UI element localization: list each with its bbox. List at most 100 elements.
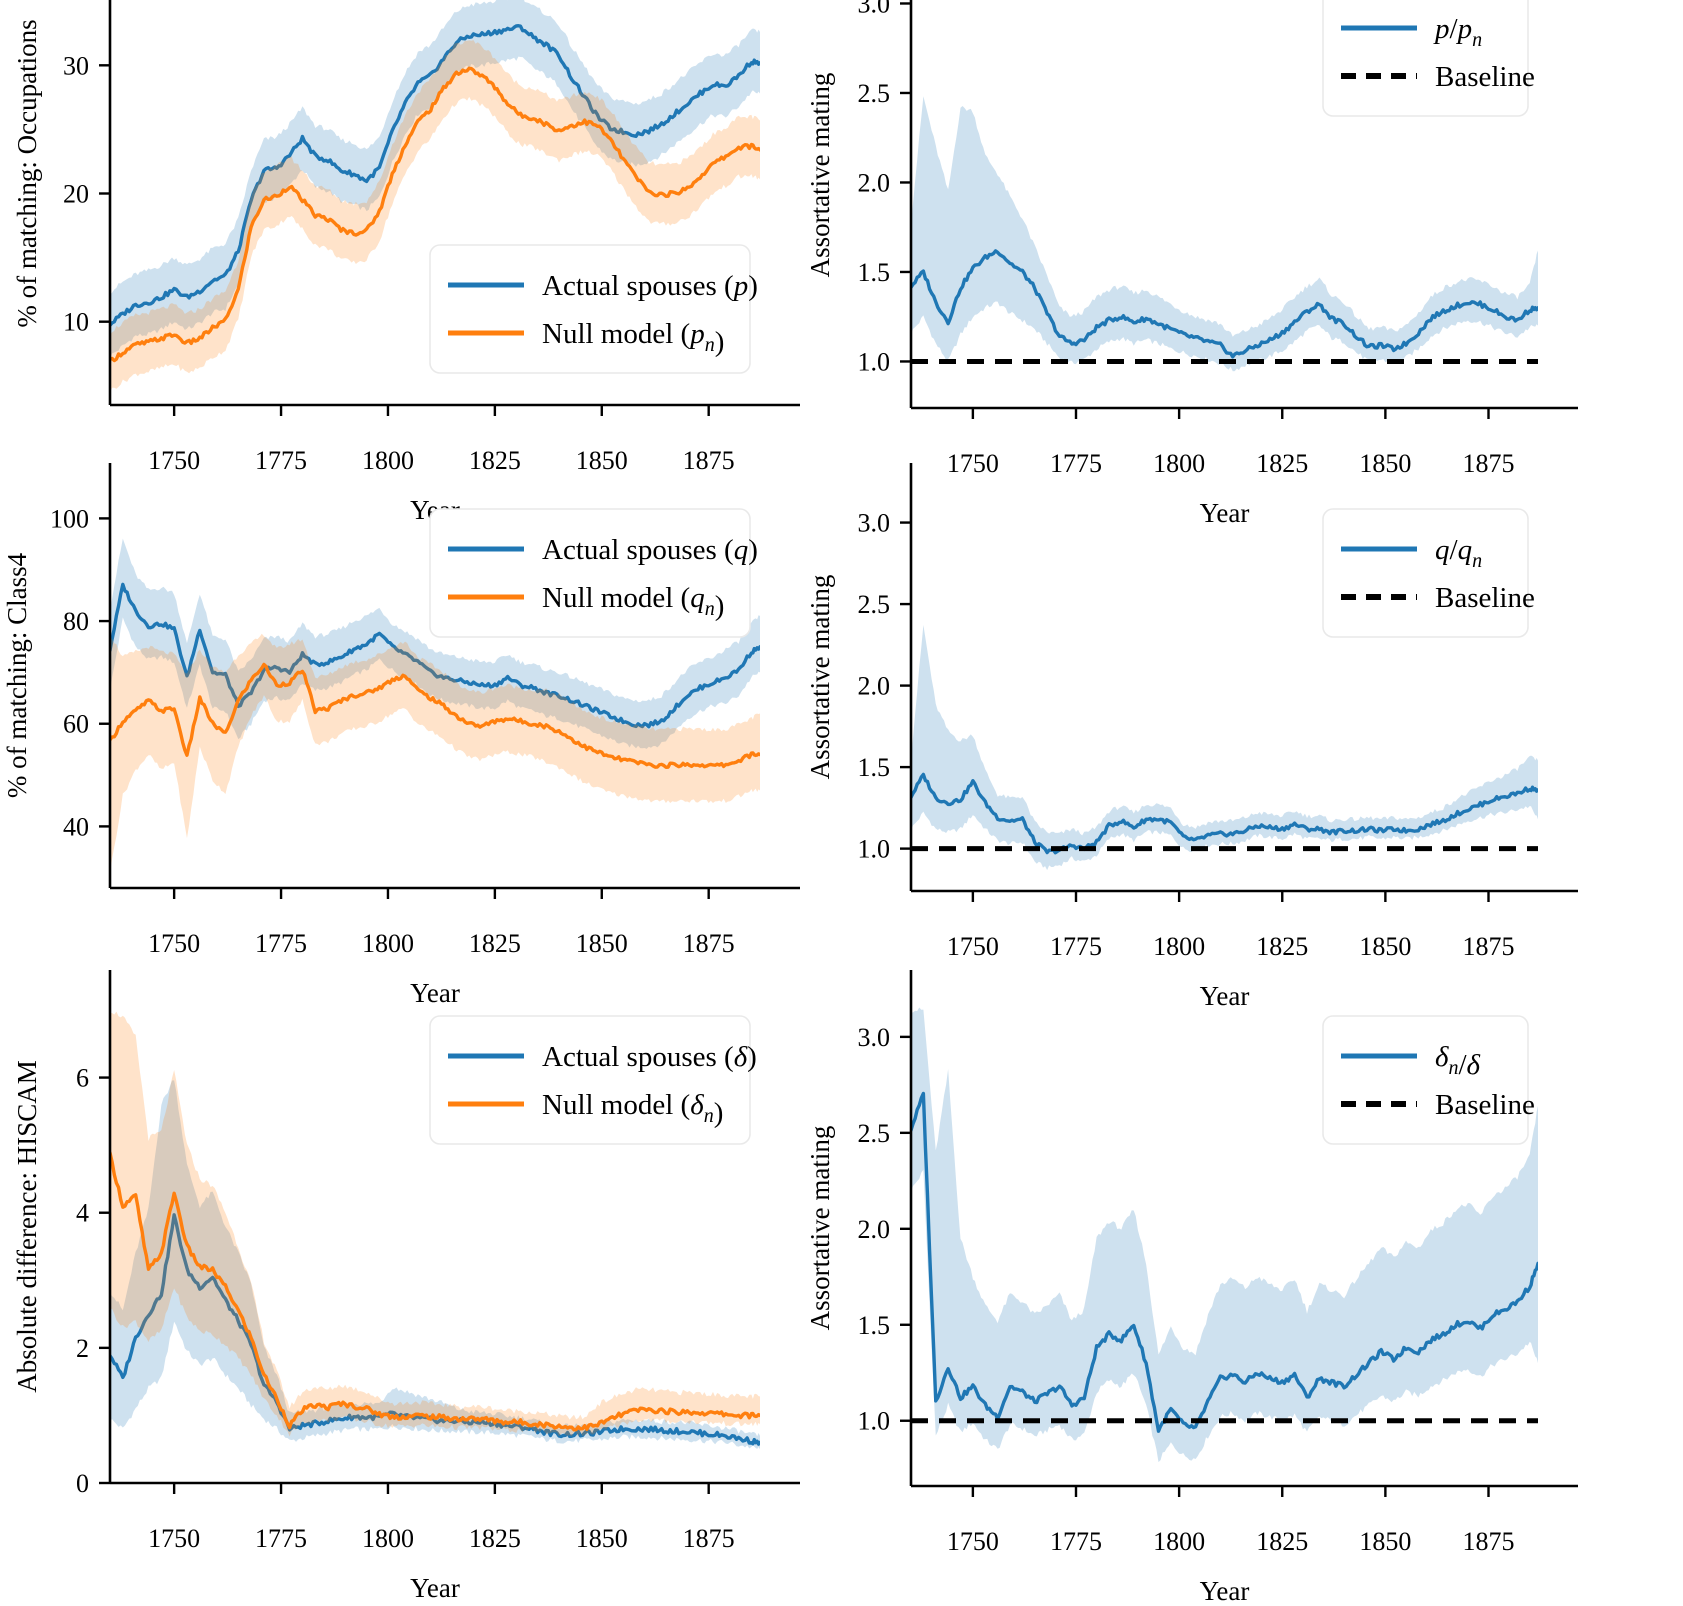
series-line-actual bbox=[110, 582, 760, 729]
x-tick-label: 1825 bbox=[1256, 932, 1308, 961]
legend-label: Null model (δn) bbox=[542, 1089, 723, 1129]
x-tick-label: 1750 bbox=[947, 1527, 999, 1556]
y-tick-label: 2.0 bbox=[858, 672, 891, 701]
x-tick-label: 1850 bbox=[576, 446, 628, 475]
x-tick-label: 1825 bbox=[1256, 449, 1308, 478]
legend-label: p/pn bbox=[1433, 13, 1482, 51]
x-tick-label: 1775 bbox=[1050, 1527, 1102, 1556]
x-tick-label: 1875 bbox=[1463, 1527, 1515, 1556]
y-tick-label: 1.0 bbox=[858, 835, 891, 864]
y-tick-label: 2.0 bbox=[858, 168, 891, 197]
series-line-null-model bbox=[110, 662, 760, 769]
x-tick-label: 1825 bbox=[469, 446, 521, 475]
y-tick-label: 2 bbox=[76, 1334, 89, 1363]
x-tick-label: 1850 bbox=[1359, 1527, 1411, 1556]
y-tick-label: 1.0 bbox=[858, 1407, 891, 1436]
x-tick-label: 1875 bbox=[683, 1524, 735, 1553]
y-tick-label: 1.0 bbox=[858, 347, 891, 376]
panel-hiscam-ratio: 1.0 1.5 2.0 2.5 3.0 1750 1775 1800 1825 1850 1875 Y… bbox=[761, 970, 1578, 1606]
x-tick-label: 1775 bbox=[255, 1524, 307, 1553]
y-axis-label: Assortative mating bbox=[805, 73, 835, 278]
y-tick-label: 2.5 bbox=[858, 590, 891, 619]
x-tick-label: 1800 bbox=[1153, 932, 1205, 961]
legend-label: Baseline bbox=[1435, 582, 1535, 614]
y-tick-label: 80 bbox=[63, 607, 89, 636]
series-line-actual bbox=[911, 1091, 1538, 1433]
x-tick-label: 1850 bbox=[576, 1524, 628, 1553]
legend: p/pn Baseline bbox=[1322, 0, 1535, 117]
confidence-band-actual bbox=[110, 538, 760, 749]
y-tick-label: 30 bbox=[63, 51, 89, 80]
x-tick-label: 1825 bbox=[469, 1524, 521, 1553]
series-line-actual bbox=[911, 772, 1538, 855]
confidence-band-actual bbox=[110, 1080, 760, 1450]
x-tick-label: 1775 bbox=[1050, 932, 1102, 961]
assortative-mating-figure: 102030175017751800182518501875Year% of m… bbox=[0, 0, 1578, 1606]
legend-label: Null model (pn) bbox=[542, 318, 724, 358]
y-tick-label: 2.5 bbox=[858, 79, 891, 108]
x-tick-label: 1825 bbox=[1256, 1527, 1308, 1556]
x-tick-label: 1750 bbox=[947, 932, 999, 961]
legend-box bbox=[429, 508, 751, 638]
y-axis-label: Assortative mating bbox=[805, 575, 835, 780]
legend-label: Actual spouses (q) bbox=[542, 534, 758, 566]
y-tick-label: 60 bbox=[63, 710, 89, 739]
y-axis-label: % of matching: Occupations bbox=[12, 19, 42, 327]
x-tick-label: 1875 bbox=[683, 446, 735, 475]
y-tick-label: 3.0 bbox=[858, 0, 891, 18]
legend-label: δn/δ bbox=[1435, 1041, 1481, 1081]
x-axis-label: Year bbox=[410, 978, 460, 1008]
y-tick-label: 3.0 bbox=[858, 1023, 891, 1052]
confidence-band-null-model bbox=[110, 1011, 760, 1437]
x-tick-label: 1850 bbox=[576, 929, 628, 958]
x-tick-label: 1850 bbox=[1359, 932, 1411, 961]
panel-occupations-levels: 102030175017751800182518501875Year% of m… bbox=[0, 0, 800, 525]
y-tick-label: 6 bbox=[76, 1064, 89, 1093]
legend-label: Actual spouses (p) bbox=[542, 270, 758, 302]
x-tick-label: 1875 bbox=[1463, 449, 1515, 478]
series-line-actual bbox=[110, 24, 760, 327]
series-line-null-model bbox=[110, 1151, 760, 1432]
legend-box bbox=[429, 244, 751, 374]
x-tick-label: 1775 bbox=[1050, 449, 1102, 478]
y-tick-label: 2.5 bbox=[858, 1119, 891, 1148]
x-tick-label: 1775 bbox=[255, 929, 307, 958]
confidence-band-null-model bbox=[110, 40, 760, 393]
y-tick-label: 1.5 bbox=[858, 1311, 891, 1340]
legend: Actual spouses (δ) Null model (δn) bbox=[429, 1015, 757, 1145]
x-tick-label: 1800 bbox=[1153, 449, 1205, 478]
panel-class4-ratio: 1.0 1.5 2.0 2.5 3.0 1750 1775 1800 1825 1850 1875 Y… bbox=[761, 463, 1578, 1011]
legend: δn/δ Baseline bbox=[1322, 1015, 1535, 1145]
x-tick-label: 1775 bbox=[255, 446, 307, 475]
y-tick-label: 3.0 bbox=[858, 509, 891, 538]
legend-label: q/qn bbox=[1435, 534, 1482, 572]
y-tick-label: 20 bbox=[63, 180, 89, 209]
legend-box bbox=[1322, 0, 1529, 117]
legend-label: Null model (qn) bbox=[542, 582, 724, 622]
x-axis-label: Year bbox=[1200, 981, 1250, 1011]
panel-hiscam-levels: 0 2 4 6 1750 1775 1800 1825 1850 1875 Year Absolute… bbox=[0, 970, 800, 1603]
y-axis-label: Absolute difference: HISCAM bbox=[12, 1060, 42, 1392]
legend: q/qn Baseline bbox=[1322, 508, 1535, 638]
y-tick-label: 1.5 bbox=[858, 753, 891, 782]
x-tick-label: 1800 bbox=[1153, 1527, 1205, 1556]
x-tick-label: 1750 bbox=[947, 449, 999, 478]
legend: Actual spouses (q) Null model (qn) bbox=[429, 508, 758, 638]
x-tick-label: 1875 bbox=[683, 929, 735, 958]
y-tick-label: 2.0 bbox=[858, 1215, 891, 1244]
legend-box bbox=[1322, 508, 1529, 638]
x-axis-label: Year bbox=[410, 1573, 460, 1603]
panel-class4-levels: 40 60 80 100 1750 1775 1800 1825 1850 1875 Year % o… bbox=[0, 463, 800, 1008]
x-tick-label: 1800 bbox=[362, 929, 414, 958]
legend-label: Baseline bbox=[1435, 1089, 1535, 1121]
y-axis-label: Assortative mating bbox=[805, 1126, 835, 1331]
confidence-band-null-model bbox=[110, 633, 760, 874]
y-tick-label: 4 bbox=[76, 1199, 89, 1228]
x-axis-label: Year bbox=[1200, 498, 1250, 528]
confidence-band-actual bbox=[911, 96, 1538, 372]
y-tick-label: 1.5 bbox=[858, 258, 891, 287]
series-line-actual bbox=[110, 1213, 760, 1446]
x-tick-label: 1750 bbox=[148, 929, 200, 958]
legend-box bbox=[1322, 1015, 1529, 1145]
legend-label: Baseline bbox=[1435, 61, 1535, 93]
